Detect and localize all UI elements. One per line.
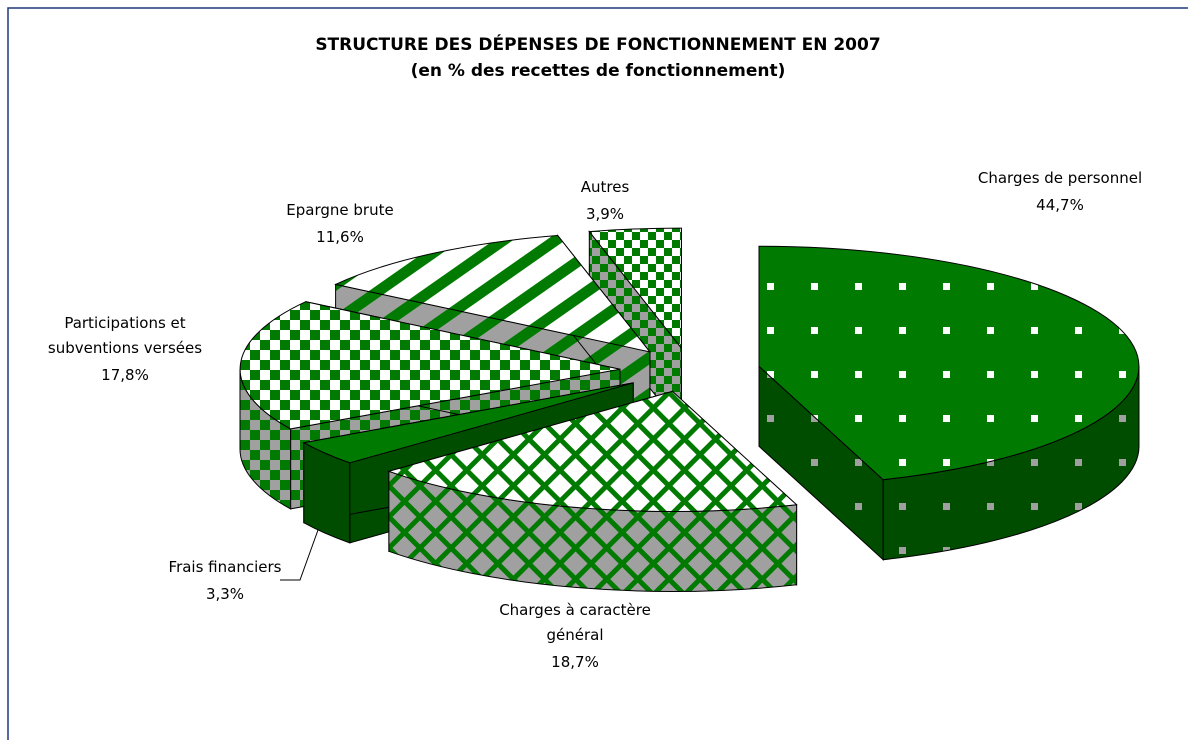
category-label: Charges à caractère général [499, 601, 651, 644]
chart-subtitle: (en % des recettes de fonctionnement) [411, 61, 786, 81]
slice-top [302, 382, 634, 464]
value-label: 18,7% [551, 653, 599, 671]
labels: Charges de personnel 44,7% Charges à carac… [48, 169, 1142, 671]
value-label: 44,7% [1036, 196, 1084, 214]
slice-top [334, 234, 652, 353]
slice-top [239, 301, 621, 430]
slice-top [588, 227, 682, 350]
pie [239, 227, 1140, 592]
category-label: Frais financiers [169, 558, 282, 576]
category-label: Charges de personnel [978, 169, 1142, 187]
value-label: 3,9% [586, 205, 624, 223]
value-label: 3,3% [206, 585, 244, 603]
value-label: 11,6% [316, 228, 364, 246]
category-label: Epargne brute [286, 201, 393, 219]
value-label: 17,8% [101, 366, 149, 384]
category-label: Autres [581, 178, 630, 196]
chart-title: STRUCTURE DES DÉPENSES DE FONCTIONNEMENT… [315, 33, 880, 55]
slice-top [758, 245, 1140, 481]
chart-frame [7, 7, 1188, 740]
category-label: Participations et subventions versées [48, 314, 202, 357]
slice-top [387, 390, 798, 512]
leader-line [280, 529, 319, 581]
